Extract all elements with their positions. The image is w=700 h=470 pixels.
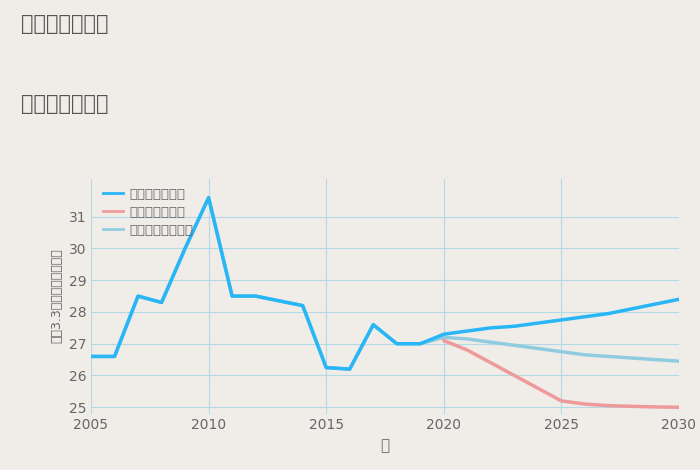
Text: 兵庫県飾磨駅の: 兵庫県飾磨駅の [21,14,108,34]
X-axis label: 年: 年 [380,438,390,453]
Text: 土地の価格推移: 土地の価格推移 [21,94,108,114]
Y-axis label: 坪（3.3㎡）単価（万円）: 坪（3.3㎡）単価（万円） [50,249,63,344]
Legend: グッドシナリオ, バッドシナリオ, ノーマルシナリオ: グッドシナリオ, バッドシナリオ, ノーマルシナリオ [104,188,194,237]
